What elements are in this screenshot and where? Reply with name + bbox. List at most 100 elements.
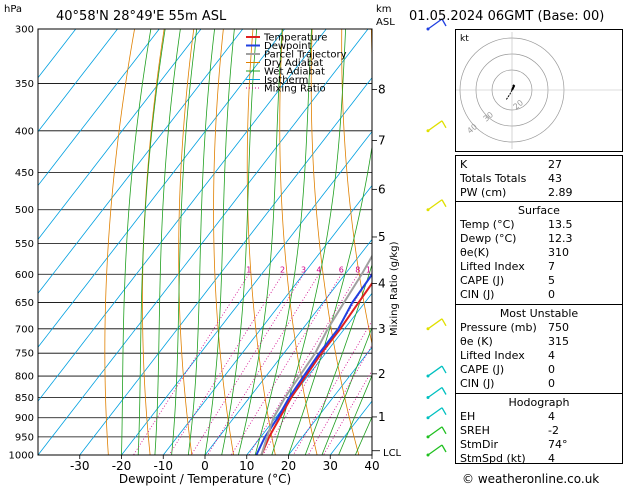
axes-layer: 3003504004505005506006507007508008509009… <box>9 25 386 474</box>
mixing-ratio-label: 4 <box>316 265 321 274</box>
pressure-tick-label: 1000 <box>9 451 34 462</box>
pressure-tick-label: 700 <box>15 324 34 335</box>
pressure-tick-label: 450 <box>15 168 34 179</box>
isotherm-line <box>38 29 285 348</box>
temperature-tick-label: 20 <box>281 459 296 473</box>
isotherm-line <box>38 29 369 455</box>
grid-layer: 1 2 3 4 6 8 10 16 20 25 <box>38 29 433 455</box>
mixing-ratio-label: 20 <box>409 265 419 274</box>
km-tick-label: 8 <box>378 83 386 97</box>
km-tick-label: 2 <box>378 367 386 381</box>
wind-barb <box>427 407 443 419</box>
temperature-tick-label: 0 <box>201 459 209 473</box>
wind-barb-base <box>426 453 430 457</box>
dry-adiabat-line <box>341 29 372 346</box>
km-tick-label: 5 <box>378 230 386 244</box>
wind-barb-feather <box>441 426 447 435</box>
hodo-ring-label-40: 40 <box>466 122 480 135</box>
series-temperature <box>260 281 372 455</box>
wind-barb-feather <box>441 407 447 416</box>
wet-adiabat-line <box>338 374 372 455</box>
wet-adiabat-line <box>254 29 312 455</box>
km-tick-label: 3 <box>378 322 386 336</box>
legend-label: Wet Adiabat <box>264 67 325 78</box>
mixing-ratio-line <box>207 274 320 455</box>
km-tick-label: 6 <box>378 182 386 196</box>
temperature-tick-label: 10 <box>239 459 254 473</box>
mixing-ratio-line <box>168 274 283 455</box>
surface-row-cin: CIN (J) 0 <box>460 288 555 301</box>
dry-adiabat-line <box>104 29 135 455</box>
mixing-ratio-label: 10 <box>366 265 376 274</box>
isotherm-line <box>288 346 372 455</box>
wind-barb-base <box>426 208 430 212</box>
isotherm-line <box>121 130 372 455</box>
mixing-ratio-label: 2 <box>280 265 285 274</box>
temperature-tick-label: -30 <box>70 459 90 473</box>
dry-adiabat-line <box>178 29 195 455</box>
wind-barb-feather <box>441 444 447 453</box>
separator <box>456 201 622 202</box>
isotherm-line <box>204 238 372 455</box>
wind-barb-feather <box>441 18 447 27</box>
dry-adiabat-line <box>213 29 234 455</box>
isotherm-line <box>329 400 372 455</box>
indices-panel: K 27 Totals Totals 43 PW (cm) 2.89 Surface … <box>455 155 623 465</box>
mixing-ratio-line <box>323 369 372 455</box>
dry-adiabat-line <box>142 29 165 455</box>
wind-barb <box>427 426 443 438</box>
pressure-tick-label: 800 <box>15 372 34 383</box>
copyright-text: © weatheronline.co.uk <box>462 472 599 486</box>
pressure-tick-label: 600 <box>15 270 34 281</box>
hodo-row-stmdir: StmDir 74° <box>460 438 568 451</box>
mixing-ratio-line <box>231 274 342 455</box>
hodo-row-sreh: SREH -2 <box>460 424 559 437</box>
temperature-tick-label: -20 <box>112 459 132 473</box>
series-dewpoint <box>255 272 372 455</box>
wind-barb <box>427 444 443 456</box>
mixing-ratio-line <box>133 274 250 455</box>
wet-adiabat-line <box>121 29 152 455</box>
pressure-tick-label: 850 <box>15 393 34 404</box>
wind-barb-base <box>426 327 430 331</box>
wind-barb <box>427 18 443 30</box>
unstable-row-pressure: Pressure (mb) 750 <box>460 321 569 334</box>
pressure-tick-label: 650 <box>15 298 34 309</box>
wind-barb <box>427 318 443 330</box>
mixing-ratio-label: 25 <box>423 265 433 274</box>
hodo-storm-motion <box>505 89 513 101</box>
legend-label: Parcel Trajectory <box>264 50 347 61</box>
hodograph-panel: kt 20 30 40 <box>455 29 623 152</box>
unstable-row-thetae: θe (K) 315 <box>460 335 569 348</box>
isotherm-line <box>38 29 327 402</box>
hodo-ring-label-20: 20 <box>512 98 526 111</box>
temperature-tick-label: 40 <box>364 459 379 473</box>
legend-label: Mixing Ratio <box>264 84 326 95</box>
isotherm-line <box>79 77 372 455</box>
hodograph-plot: kt 20 30 40 <box>456 32 622 149</box>
km-tick-label: 7 <box>378 133 386 147</box>
wet-adiabat-line <box>187 29 215 455</box>
wet-adiabat-line <box>238 29 283 455</box>
wet-adiabat-line <box>204 29 235 455</box>
wind-barbs <box>426 18 447 457</box>
hodo-row-eh: EH 4 <box>460 410 555 423</box>
hodograph-title: Hodograph <box>508 396 570 409</box>
isotherm-line <box>38 29 244 294</box>
wind-barb-feather <box>441 199 447 208</box>
km-tick-label: 1 <box>378 410 386 424</box>
lcl-label: LCL <box>383 448 402 459</box>
wet-adiabat-line <box>221 29 258 455</box>
wind-barb-base <box>426 395 430 399</box>
pressure-tick-label: 400 <box>15 126 34 137</box>
wind-barb-feather <box>441 365 447 374</box>
separator <box>456 393 622 394</box>
dry-adiabat-line <box>310 29 360 455</box>
wet-adiabat-line <box>137 29 166 455</box>
wind-barb-feather <box>441 318 447 327</box>
wet-adiabat-line <box>321 326 372 455</box>
x-axis-label: Dewpoint / Temperature (°C) <box>119 472 291 486</box>
hodo-row-stmspd: StmSpd (kt) 4 <box>460 452 555 465</box>
